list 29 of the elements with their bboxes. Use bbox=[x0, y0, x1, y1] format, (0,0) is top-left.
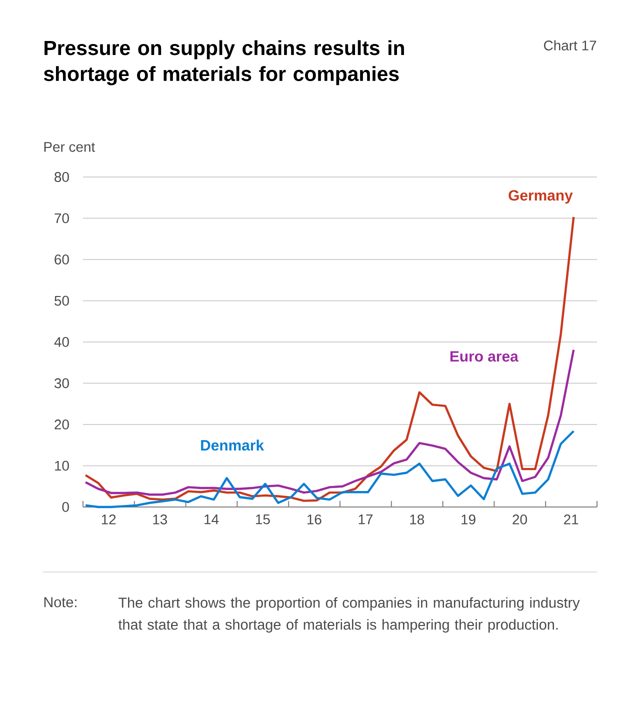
line-series bbox=[84, 348, 575, 496]
text: The chart shows the proportion of companies in manufacturing industry that state that a shortage of materials is hampering their production. bbox=[118, 597, 580, 633]
y-tick-label: 30 bbox=[54, 378, 69, 388]
x-tick-label: 19 bbox=[462, 514, 476, 524]
x-tick-label: 16 bbox=[307, 514, 322, 524]
x-tick-label: 12 bbox=[102, 514, 116, 524]
y-tick-label: 20 bbox=[54, 420, 69, 430]
y-tick-label: 40 bbox=[54, 337, 69, 347]
x-tick-label: 21 bbox=[564, 514, 578, 524]
x-tick-label: 14 bbox=[204, 514, 219, 524]
x-tick-label: 17 bbox=[358, 514, 373, 524]
y-axis-title: Per cent bbox=[44, 142, 96, 152]
y-tick-label: 60 bbox=[54, 254, 69, 264]
line-series bbox=[84, 216, 575, 502]
caption: Chart 17 bbox=[544, 40, 596, 50]
y-tick-label: 10 bbox=[55, 460, 69, 471]
series-label: Germany bbox=[508, 190, 573, 204]
text: Euro area bbox=[450, 351, 518, 362]
x-tick-label: 15 bbox=[256, 514, 270, 524]
chart-title: Pressure on supply chains results in shortage of materials for companies bbox=[44, 40, 404, 86]
x-tick-label: 18 bbox=[410, 514, 424, 524]
x-tick-label: 13 bbox=[153, 514, 168, 524]
y-tick-label: 80 bbox=[54, 172, 69, 182]
text: Note: bbox=[44, 597, 76, 608]
text: Denmark bbox=[201, 440, 264, 451]
y-tick-label: 0 bbox=[62, 502, 69, 512]
y-tick-label: 70 bbox=[54, 213, 69, 224]
x-tick-label: 20 bbox=[512, 514, 527, 524]
y-tick-label: 50 bbox=[54, 296, 69, 306]
